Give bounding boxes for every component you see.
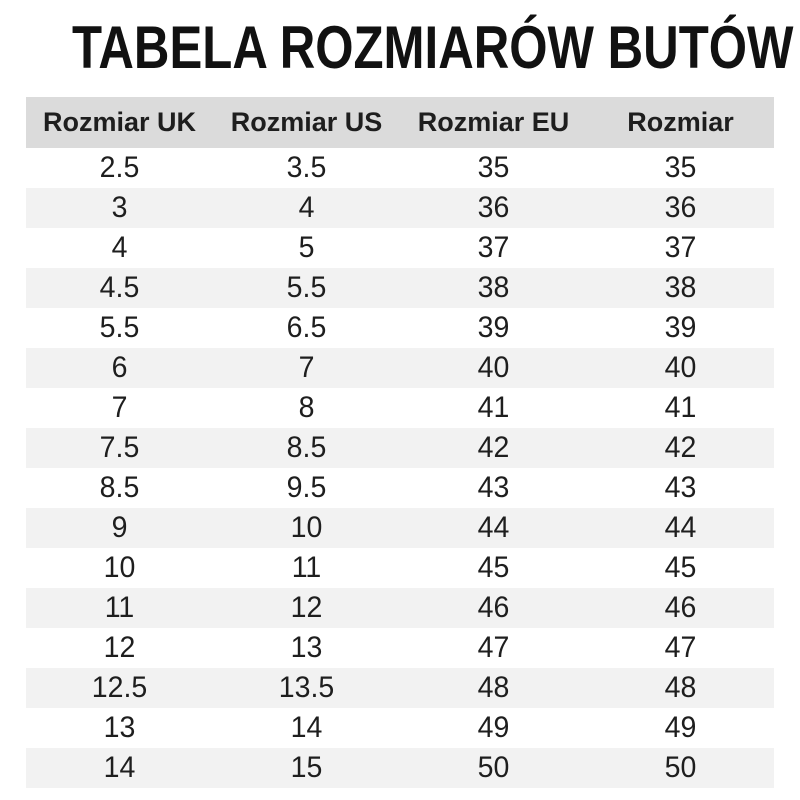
table-cell: 13 xyxy=(103,711,136,744)
table-row: 9 10 44 44 xyxy=(26,508,774,548)
table-cell: 8.5 xyxy=(99,471,140,504)
table-cell: 40 xyxy=(664,351,697,384)
table-cell: 49 xyxy=(477,711,510,744)
table-cell: 42 xyxy=(664,431,697,464)
table-row: 12 13 47 47 xyxy=(26,628,774,668)
table-cell: 12.5 xyxy=(91,671,148,704)
table-cell: 46 xyxy=(664,591,697,624)
table-cell: 5 xyxy=(298,231,315,264)
table-cell: 7 xyxy=(298,351,315,384)
table-cell: 38 xyxy=(664,271,697,304)
table-cell: 41 xyxy=(664,391,697,424)
table-row: 12.5 13.5 48 48 xyxy=(26,668,774,708)
header-rozmiar-us: Rozmiar US xyxy=(213,97,400,148)
table-cell: 7.5 xyxy=(99,431,140,464)
table-row: 2.5 3.5 35 35 xyxy=(26,148,774,188)
table-cell: 46 xyxy=(477,591,510,624)
table-row: 7 8 41 41 xyxy=(26,388,774,428)
table-cell: 15 xyxy=(290,751,323,784)
table-cell: 5.5 xyxy=(286,271,327,304)
table-row: 4 5 37 37 xyxy=(26,228,774,268)
table-cell: 36 xyxy=(664,191,697,224)
table-row: 11 12 46 46 xyxy=(26,588,774,628)
table-cell: 44 xyxy=(477,511,510,544)
size-table-head: Rozmiar UK Rozmiar US Rozmiar EU Rozmiar xyxy=(26,97,774,148)
table-cell: 3 xyxy=(111,191,128,224)
table-cell: 10 xyxy=(290,511,323,544)
table-cell: 4.5 xyxy=(99,271,140,304)
table-cell: 39 xyxy=(477,311,510,344)
table-cell: 50 xyxy=(664,751,697,784)
table-cell: 44 xyxy=(664,511,697,544)
table-row: 6 7 40 40 xyxy=(26,348,774,388)
header-rozmiar-uk: Rozmiar UK xyxy=(26,97,213,148)
table-cell: 4 xyxy=(298,191,315,224)
table-cell: 40 xyxy=(477,351,510,384)
table-cell: 12 xyxy=(290,591,323,624)
table-cell: 37 xyxy=(664,231,697,264)
table-row: 10 11 45 45 xyxy=(26,548,774,588)
table-cell: 8 xyxy=(298,391,315,424)
table-row: 7.5 8.5 42 42 xyxy=(26,428,774,468)
table-row: 3 4 36 36 xyxy=(26,188,774,228)
table-cell: 7 xyxy=(111,391,128,424)
size-chart-page: TABELA ROZMIARÓW BUTÓW Rozmiar UK Rozmia… xyxy=(0,10,800,800)
size-table: Rozmiar UK Rozmiar US Rozmiar EU Rozmiar… xyxy=(26,97,774,788)
header-rozmiar: Rozmiar xyxy=(587,97,774,148)
header-rozmiar-eu: Rozmiar EU xyxy=(400,97,587,148)
table-cell: 6.5 xyxy=(286,311,327,344)
table-cell: 48 xyxy=(477,671,510,704)
table-row: 4.5 5.5 38 38 xyxy=(26,268,774,308)
table-cell: 9 xyxy=(111,511,128,544)
table-cell: 36 xyxy=(477,191,510,224)
table-cell: 6 xyxy=(111,351,128,384)
table-cell: 13 xyxy=(290,631,323,664)
table-cell: 39 xyxy=(664,311,697,344)
table-cell: 11 xyxy=(291,551,322,584)
table-cell: 9.5 xyxy=(286,471,327,504)
table-cell: 35 xyxy=(477,151,510,184)
table-cell: 42 xyxy=(477,431,510,464)
table-row: 8.5 9.5 43 43 xyxy=(26,468,774,508)
table-cell: 14 xyxy=(103,751,136,784)
table-cell: 13.5 xyxy=(278,671,335,704)
table-cell: 12 xyxy=(103,631,136,664)
table-cell: 3.5 xyxy=(286,151,327,184)
table-cell: 14 xyxy=(290,711,323,744)
table-cell: 50 xyxy=(477,751,510,784)
table-cell: 41 xyxy=(477,391,510,424)
table-cell: 37 xyxy=(477,231,510,264)
table-cell: 38 xyxy=(477,271,510,304)
table-cell: 43 xyxy=(664,471,697,504)
header-row: Rozmiar UK Rozmiar US Rozmiar EU Rozmiar xyxy=(26,97,774,148)
table-cell: 43 xyxy=(477,471,510,504)
table-row: 5.5 6.5 39 39 xyxy=(26,308,774,348)
table-cell: 35 xyxy=(664,151,697,184)
table-row: 14 15 50 50 xyxy=(26,748,774,788)
table-cell: 48 xyxy=(664,671,697,704)
page-title: TABELA ROZMIARÓW BUTÓW xyxy=(72,14,794,81)
table-cell: 5.5 xyxy=(99,311,140,344)
table-cell: 8.5 xyxy=(286,431,327,464)
size-table-body: 2.5 3.5 35 35 3 4 36 36 4 5 37 37 4.5 5.5 38 38 5.5 6.5 39… xyxy=(26,148,774,788)
table-cell: 45 xyxy=(664,551,697,584)
table-cell: 49 xyxy=(664,711,697,744)
table-cell: 2.5 xyxy=(99,151,140,184)
table-cell: 11 xyxy=(104,591,135,624)
table-cell: 45 xyxy=(477,551,510,584)
table-cell: 47 xyxy=(664,631,697,664)
table-cell: 10 xyxy=(103,551,136,584)
table-cell: 4 xyxy=(111,231,128,264)
table-cell: 47 xyxy=(477,631,510,664)
table-row: 13 14 49 49 xyxy=(26,708,774,748)
